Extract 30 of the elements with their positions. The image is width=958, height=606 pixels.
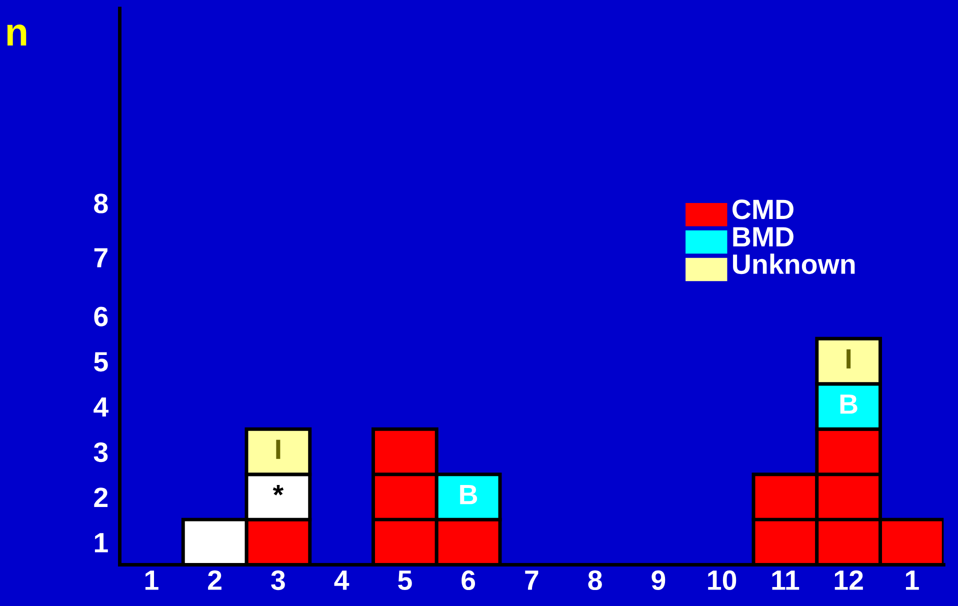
y-tick-label: 2 (94, 488, 108, 508)
y-tick-label: 5 (94, 352, 108, 372)
x-tick-label: 4 (334, 570, 350, 590)
x-tick-label: 5 (398, 570, 412, 590)
x-tick-label: 9 (652, 570, 666, 590)
x-tick-label: 3 (271, 570, 285, 590)
data-label: I (846, 349, 851, 368)
data-label: B (460, 485, 478, 504)
x-tick-label: 6 (462, 570, 476, 590)
x-tick-label: 12 (834, 570, 863, 590)
data-label: B (840, 394, 858, 414)
y-tick-label: 6 (94, 306, 108, 326)
x-tick-label: 1 (906, 570, 919, 590)
y-axis-title: n (7, 24, 26, 46)
y-tick-label: 4 (94, 397, 108, 417)
data-label: I (276, 440, 280, 459)
legend-label: CMD (732, 200, 794, 220)
x-tick-label: 11 (772, 570, 800, 590)
y-tick-label: 8 (94, 194, 108, 214)
x-tick-label: 7 (525, 570, 538, 590)
x-tick-label: 8 (588, 570, 602, 590)
x-tick-label: 1 (145, 570, 158, 590)
legend-label: Unknown (733, 254, 855, 274)
y-tick-label: 7 (94, 248, 108, 268)
x-tick-label: 2 (208, 570, 222, 590)
data-label: * (272, 485, 284, 496)
y-tick-label: 3 (94, 442, 108, 462)
y-tick-label: 1 (94, 533, 108, 552)
legend-label: BMD (733, 227, 794, 246)
x-tick-label: 10 (708, 570, 736, 590)
